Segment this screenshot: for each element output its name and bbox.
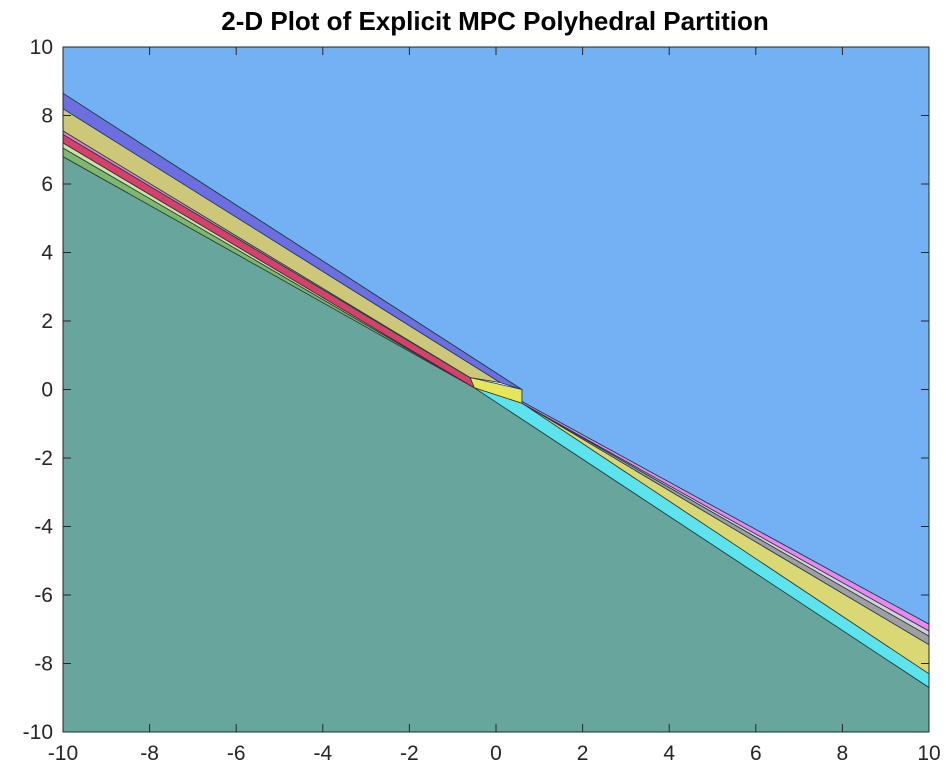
x-tick-label: 10 bbox=[917, 742, 940, 765]
y-tick-label: 4 bbox=[41, 242, 53, 265]
x-tick-label: 6 bbox=[750, 742, 762, 765]
y-tick-label: 10 bbox=[30, 36, 53, 59]
x-tick-label: 0 bbox=[490, 742, 502, 765]
x-tick-label: -4 bbox=[313, 742, 332, 765]
x-tick-label: 2 bbox=[577, 742, 589, 765]
y-tick-label: -8 bbox=[34, 653, 53, 676]
y-tick-label: 2 bbox=[41, 310, 53, 333]
x-tick-label: -6 bbox=[227, 742, 246, 765]
y-tick-label: 0 bbox=[41, 379, 53, 402]
chart-title: 2-D Plot of Explicit MPC Polyhedral Part… bbox=[221, 6, 769, 36]
x-tick-label: -10 bbox=[48, 742, 78, 765]
regions-layer bbox=[62, 46, 930, 733]
ticks-layer: -10 -8 -6 -4 -2 0 2 4 6 8 10 -10 -8 -6 -4 -2 0 2 4 6 8 10 bbox=[23, 36, 941, 765]
y-tick-label: -10 bbox=[23, 721, 53, 744]
x-tick-label: 8 bbox=[837, 742, 849, 765]
y-tick-label: -4 bbox=[34, 516, 53, 539]
x-tick-label: 4 bbox=[663, 742, 675, 765]
y-tick-label: 8 bbox=[41, 105, 53, 128]
x-tick-label: -2 bbox=[400, 742, 419, 765]
x-tick-label: -8 bbox=[140, 742, 159, 765]
y-tick-label: -6 bbox=[34, 584, 53, 607]
y-tick-label: -2 bbox=[34, 447, 53, 470]
y-tick-label: 6 bbox=[41, 173, 53, 196]
